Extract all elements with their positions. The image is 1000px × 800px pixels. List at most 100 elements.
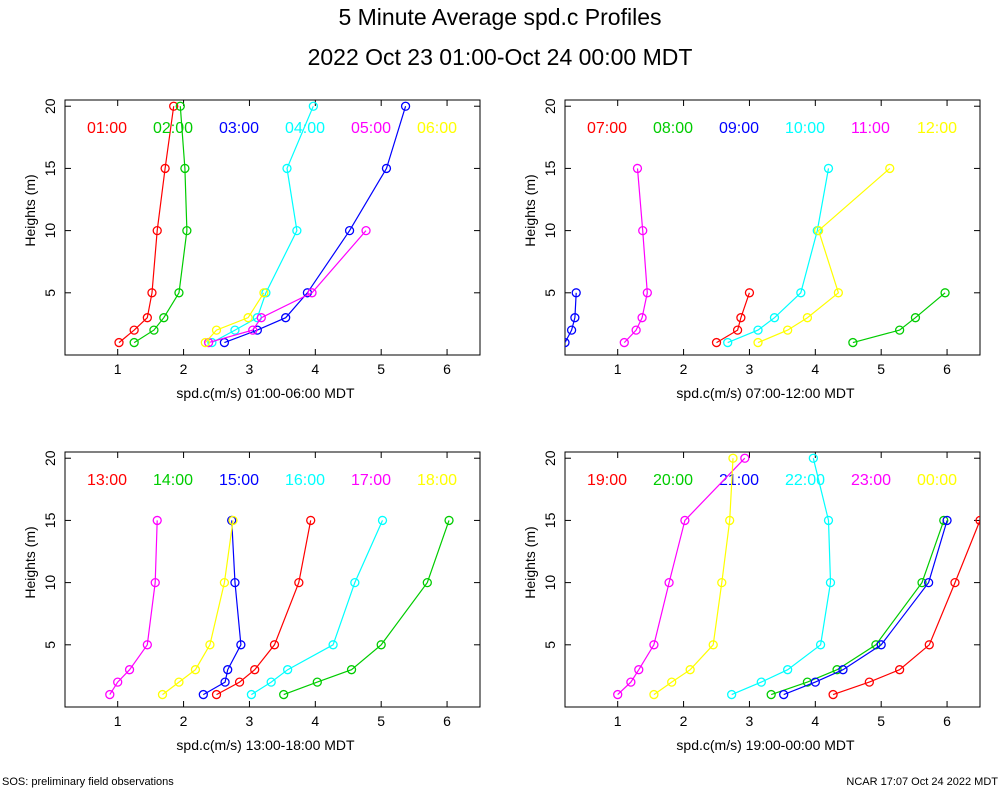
data-point	[129, 337, 139, 348]
series-line	[623, 168, 648, 344]
legend-entry: 19:00	[587, 472, 627, 489]
data-point	[565, 337, 570, 348]
data-point	[756, 677, 766, 687]
data-point	[377, 515, 388, 526]
data-point	[942, 515, 952, 526]
series-line	[162, 520, 234, 696]
data-point	[328, 640, 338, 650]
data-point	[753, 337, 763, 348]
x-tick-label: 6	[443, 713, 451, 729]
data-point	[619, 337, 629, 348]
data-point	[828, 689, 838, 700]
data-point	[753, 325, 763, 335]
data-point	[159, 313, 169, 323]
data-point	[917, 577, 927, 588]
x-tick-label: 1	[614, 713, 622, 729]
legend-entry: 16:00	[285, 472, 325, 489]
data-point	[361, 225, 371, 236]
x-tick-label: 3	[246, 713, 254, 729]
data-point	[228, 515, 238, 526]
data-point	[160, 163, 170, 174]
series-line	[133, 106, 188, 344]
data-point	[129, 325, 139, 335]
x-tick-label: 2	[680, 713, 688, 729]
legend-entry: 12:00	[917, 120, 957, 137]
data-point	[376, 640, 386, 650]
x-tick-label: 2	[180, 361, 188, 377]
data-point	[975, 515, 980, 526]
data-point	[796, 288, 806, 298]
series-1000	[723, 163, 834, 348]
legend-entry: 17:00	[351, 472, 391, 489]
data-point	[736, 313, 746, 323]
series-2300	[613, 453, 750, 700]
data-point	[269, 640, 280, 650]
series-line	[653, 458, 734, 696]
data-point	[312, 677, 322, 687]
series-line	[617, 457, 746, 696]
series-line	[832, 520, 980, 696]
data-point	[711, 337, 722, 348]
data-point	[728, 453, 738, 463]
plot-frame	[564, 451, 981, 708]
x-axis-label: spd.c(m/s) 01:00-06:00 MDT	[176, 385, 355, 401]
data-point	[422, 577, 432, 588]
data-point	[740, 453, 750, 463]
x-tick-label: 2	[180, 713, 188, 729]
data-point	[664, 577, 674, 588]
data-point	[723, 337, 733, 348]
footer-stamp: NCAR 17:07 Oct 24 2022 MDT	[846, 776, 998, 788]
legend-entry: 08:00	[653, 120, 693, 137]
data-point	[306, 515, 316, 526]
data-point	[220, 677, 230, 687]
data-point	[259, 288, 269, 298]
x-axis-label: spd.c(m/s) 19:00-00:00 MDT	[676, 737, 855, 753]
data-point	[638, 225, 648, 236]
data-point	[256, 313, 266, 323]
data-point	[634, 665, 644, 675]
legend-entry: 02:00	[153, 120, 193, 137]
plot-frame	[564, 99, 981, 356]
data-point	[570, 313, 580, 323]
data-point	[200, 337, 210, 348]
series-1600	[246, 515, 388, 700]
x-tick-label: 6	[943, 361, 951, 377]
y-tick-label: 15	[542, 512, 558, 528]
legend-entry: 07:00	[587, 120, 627, 137]
data-point	[236, 640, 246, 650]
data-point	[910, 313, 921, 323]
data-point	[632, 163, 643, 174]
data-point	[292, 225, 302, 236]
series-line	[203, 520, 242, 696]
series-line	[731, 458, 832, 696]
data-point	[727, 689, 737, 700]
y-axis-label: Heights (m)	[22, 174, 38, 246]
series-line	[251, 520, 384, 696]
data-point	[124, 665, 135, 675]
series-0500	[203, 225, 371, 348]
x-tick-label: 5	[877, 361, 885, 377]
x-axis-label: spd.c(m/s) 07:00-12:00 MDT	[676, 385, 855, 401]
data-point	[885, 163, 895, 174]
data-point	[667, 677, 677, 687]
x-axis-label: spd.c(m/s) 13:00-18:00 MDT	[176, 737, 355, 753]
y-tick-label: 10	[42, 575, 58, 591]
data-point	[283, 665, 293, 675]
y-tick-label: 5	[42, 641, 58, 649]
data-point	[250, 665, 260, 675]
data-point	[823, 515, 834, 526]
data-point	[571, 288, 581, 298]
series-2200	[727, 453, 836, 700]
series-1100	[619, 163, 652, 348]
data-point	[211, 689, 222, 700]
legend-entry: 11:00	[851, 120, 890, 137]
x-tick-label: 3	[746, 713, 754, 729]
data-point	[642, 288, 652, 298]
data-point	[150, 577, 160, 588]
x-tick-label: 4	[811, 713, 819, 729]
series-0400	[207, 101, 318, 348]
series-0600	[200, 288, 269, 348]
y-tick-label: 15	[42, 512, 58, 528]
x-tick-label: 5	[377, 713, 385, 729]
data-point	[833, 288, 844, 298]
